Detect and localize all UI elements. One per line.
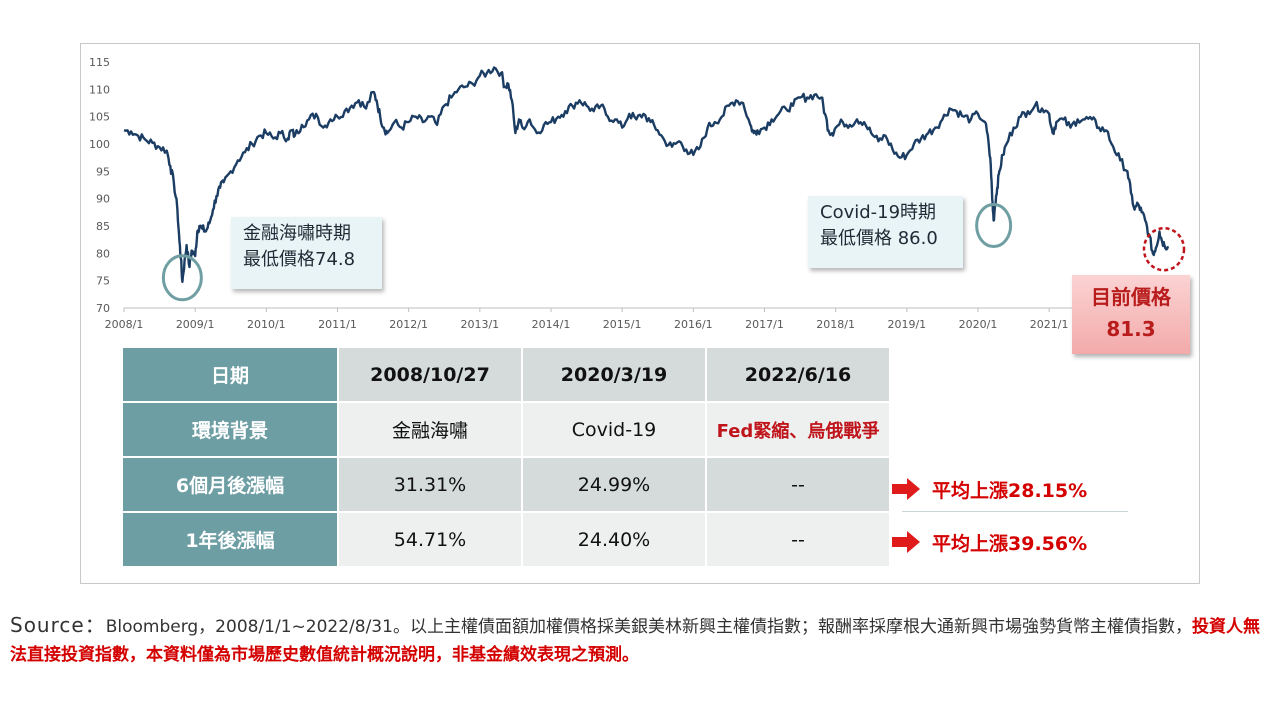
x-tick-label: 2010/1 bbox=[247, 318, 286, 331]
series-line bbox=[123, 66, 1170, 283]
table-cell: 金融海嘯 bbox=[339, 403, 521, 456]
table-cell: -- bbox=[707, 458, 889, 511]
covid-low-marker bbox=[975, 203, 1013, 249]
x-tick-label: 2021/1 bbox=[1030, 318, 1069, 331]
table-cell: 2020/3/19 bbox=[523, 348, 705, 401]
x-tick-label: 2012/1 bbox=[389, 318, 428, 331]
current-price-callout: 目前價格 81.3 bbox=[1072, 275, 1190, 354]
stats-table: 日期 2008/10/27 2020/3/19 2022/6/16 環境背景 金… bbox=[121, 346, 891, 568]
table-row: 環境背景 金融海嘯 Covid-19 Fed緊縮、烏俄戰爭 bbox=[123, 403, 889, 456]
covid-callout-line1: Covid-19時期 bbox=[820, 202, 937, 223]
table-cell: Fed緊縮、烏俄戰爭 bbox=[707, 403, 889, 456]
row-header-6m: 6個月後漲幅 bbox=[123, 458, 337, 511]
y-tick-label: 90 bbox=[96, 193, 110, 206]
y-tick-label: 75 bbox=[96, 275, 110, 288]
x-tick-label: 2020/1 bbox=[959, 318, 998, 331]
current-price-label: 目前價格 bbox=[1091, 285, 1171, 309]
row-header-date: 日期 bbox=[123, 348, 337, 401]
avg-6m-label: 平均上漲28.15% bbox=[932, 479, 1088, 502]
table-row: 1年後漲幅 54.71% 24.40% -- bbox=[123, 513, 889, 566]
y-tick-label: 85 bbox=[96, 220, 110, 233]
source-text: Bloomberg，2008/1/1~2022/8/31。以上主權債面額加權價格… bbox=[105, 617, 1192, 637]
gfc-callout-line2: 最低價格74.8 bbox=[243, 249, 356, 270]
table-cell: 54.71% bbox=[339, 513, 521, 566]
row-header-background: 環境背景 bbox=[123, 403, 337, 456]
y-tick-label: 105 bbox=[89, 111, 110, 124]
x-tick-label: 2017/1 bbox=[745, 318, 784, 331]
table-cell: 31.31% bbox=[339, 458, 521, 511]
x-tick-label: 2018/1 bbox=[816, 318, 855, 331]
x-tick-label: 2011/1 bbox=[318, 318, 357, 331]
current-price-value: 81.3 bbox=[1106, 317, 1156, 341]
avg-6m: 平均上漲28.15% bbox=[892, 475, 1087, 503]
table-cell: 24.40% bbox=[523, 513, 705, 566]
arrow-right-icon bbox=[892, 531, 920, 553]
gfc-low-marker bbox=[161, 254, 203, 302]
x-tick-label: 2013/1 bbox=[460, 318, 499, 331]
row-header-1y: 1年後漲幅 bbox=[123, 513, 337, 566]
y-tick-label: 95 bbox=[96, 165, 110, 178]
table-cell: 2022/6/16 bbox=[707, 348, 889, 401]
gfc-callout: 金融海嘯時期 最低價格74.8 bbox=[231, 217, 382, 289]
table-row: 日期 2008/10/27 2020/3/19 2022/6/16 bbox=[123, 348, 889, 401]
y-tick-label: 70 bbox=[96, 302, 110, 315]
x-tick-label: 2015/1 bbox=[603, 318, 642, 331]
x-tick-label: 2008/1 bbox=[105, 318, 144, 331]
table-row: 6個月後漲幅 31.31% 24.99% -- bbox=[123, 458, 889, 511]
y-tick-label: 100 bbox=[89, 138, 110, 151]
avg-1y: 平均上漲39.56% bbox=[892, 528, 1087, 556]
source-warning: 投資人無法直接投資指數，本資料僅為市場歷史數值統計概況說明，非基金績效表現之預測… bbox=[10, 617, 1260, 665]
x-tick-label: 2019/1 bbox=[887, 318, 926, 331]
y-tick-label: 110 bbox=[89, 83, 110, 96]
price-chart: 115 110 105 100 95 90 85 80 75 70 2008/1 2009/1 2010… bbox=[89, 56, 1186, 331]
x-tick-label: 2016/1 bbox=[674, 318, 713, 331]
x-tick-label: 2014/1 bbox=[532, 318, 571, 331]
y-tick-label: 115 bbox=[89, 56, 110, 69]
y-tick-label: 80 bbox=[96, 247, 110, 260]
covid-callout-line2: 最低價格 86.0 bbox=[820, 228, 938, 249]
x-tick-label: 2009/1 bbox=[176, 318, 215, 331]
table-cell: 2008/10/27 bbox=[339, 348, 521, 401]
source-lead: Source： bbox=[10, 613, 106, 637]
source-note: Source：Bloomberg，2008/1/1~2022/8/31。以上主權… bbox=[10, 611, 1272, 669]
divider bbox=[902, 511, 1128, 512]
current-price-marker bbox=[1142, 226, 1186, 272]
gfc-callout-line1: 金融海嘯時期 bbox=[243, 223, 351, 244]
table-cell: Covid-19 bbox=[523, 403, 705, 456]
table-cell: 24.99% bbox=[523, 458, 705, 511]
avg-1y-label: 平均上漲39.56% bbox=[932, 532, 1088, 555]
table-cell: -- bbox=[707, 513, 889, 566]
arrow-right-icon bbox=[892, 478, 920, 500]
covid-callout: Covid-19時期 最低價格 86.0 bbox=[808, 196, 963, 268]
